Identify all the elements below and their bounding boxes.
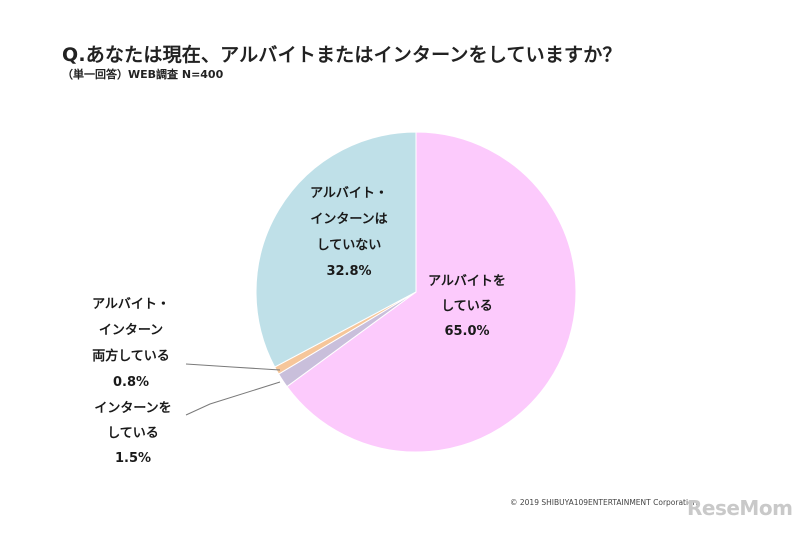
leader-line [185,363,281,371]
slice-category-label: していない [317,238,382,253]
chart-subtitle: （単一回答）WEB調査 N=400 [62,68,224,81]
slice-category-label: アルバイト・ [92,297,170,312]
slice-category-label: 両方している [92,348,170,364]
slice-category-label: インターンを [94,401,171,416]
leader-line [185,381,281,416]
slice-value-label: 1.5% [115,451,151,466]
pie-slice [286,131,577,453]
slice-value-label: 65.0% [444,324,489,339]
copyright-text: © 2019 SHIBUYA109ENTERTAINMENT Corporati… [510,498,698,507]
slice-value-label: 32.8% [326,264,371,279]
slice-category-label: インターンは [310,212,387,227]
slice-category-label: している [107,426,159,441]
slice-category-label: インターン [99,323,163,338]
slice-category-label: アルバイト・ [310,186,388,201]
slice-value-label: 0.8% [113,375,149,390]
pie-slice [255,131,417,368]
slice-category-label: している [441,299,493,314]
chart-title: Q.あなたは現在、アルバイトまたはインターンをしていますか？ [62,44,622,66]
resemom-logo: ReseMom [687,496,793,520]
slice-category-label: アルバイトを [428,274,506,289]
